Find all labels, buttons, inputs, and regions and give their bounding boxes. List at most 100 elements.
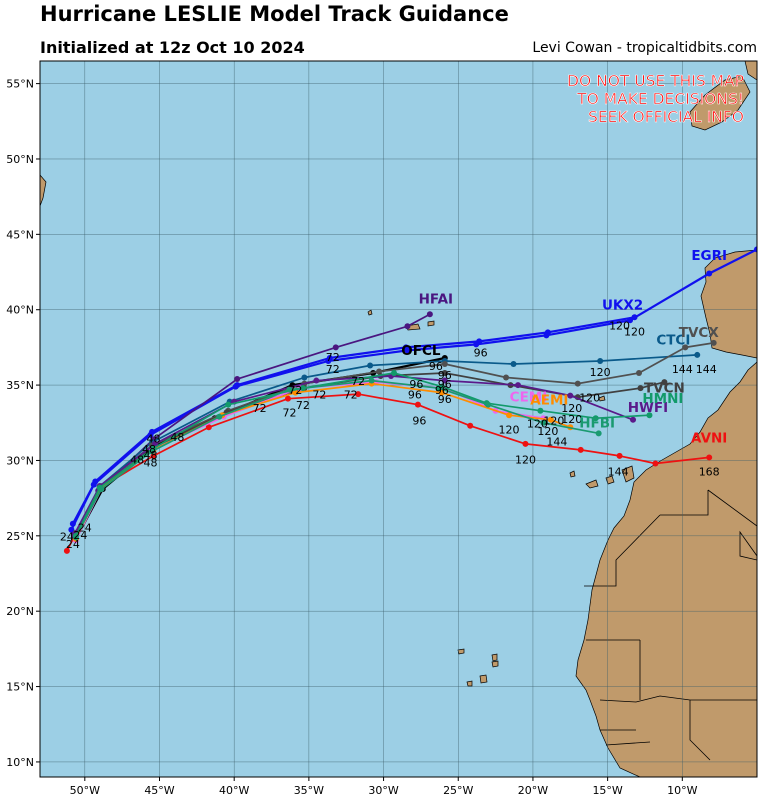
track-point-aemi (438, 389, 445, 396)
track-point-hwfi (313, 377, 320, 384)
track-point-tvcx (574, 380, 581, 387)
track-point-tvcx (710, 339, 717, 346)
hour-label: 24 (78, 521, 92, 534)
model-label-ofcl: OFCL (401, 343, 441, 359)
hour-label: 72 (326, 363, 340, 376)
hour-label: 120 (579, 392, 600, 405)
track-point-hfai (234, 376, 241, 383)
hour-label: 72 (296, 399, 310, 412)
hour-label: 120 (543, 414, 564, 427)
track-point-ctci (510, 360, 517, 367)
map-subtitle: Initialized at 12z Oct 10 2024 (40, 38, 305, 57)
plot-frame (39, 60, 758, 778)
canary-island (569, 470, 576, 478)
model-tracks (63, 246, 757, 554)
hour-label: 144 (546, 435, 567, 448)
track-point-aemi (292, 389, 299, 396)
graticule (40, 61, 757, 777)
track-point-tvcx (503, 374, 510, 381)
cape-verde-island (491, 660, 499, 668)
hour-label: 48 (170, 431, 184, 444)
canary-island (621, 465, 635, 483)
model-label-hfbi: HFBI (579, 415, 615, 431)
model-label-hfai: HFAI (419, 292, 453, 308)
hour-label: 120 (561, 413, 582, 426)
cape-verde-island (466, 680, 473, 687)
track-point-hwfi (441, 377, 448, 384)
hour-label: 72 (344, 389, 358, 402)
track-point-ctci (301, 374, 308, 381)
lat-tick-label: 40°N (6, 304, 34, 317)
hour-label: 96 (435, 384, 449, 397)
track-point-egri (627, 317, 634, 324)
hour-label: 168 (699, 466, 720, 479)
lon-tick-label: 25°W (443, 784, 473, 797)
cape-verde-island (457, 648, 465, 655)
track-point-hfbi (286, 386, 293, 393)
lat-tick-label: 25°N (6, 530, 34, 543)
track-point-egri (543, 332, 550, 339)
track-point-egri (706, 270, 713, 277)
track-point-avni (205, 424, 212, 431)
track-point-tvcn (441, 370, 448, 377)
hour-label: 144 (608, 466, 629, 479)
hour-label: 96 (438, 369, 452, 382)
lon-tick-label: 35°W (294, 784, 324, 797)
track-point-tvcn (637, 385, 644, 392)
track-point-hfbi (368, 377, 375, 384)
azores-island (367, 309, 373, 316)
track-point-tvcx (441, 360, 448, 367)
track-point-avni (467, 422, 474, 429)
track-point-egri (232, 383, 239, 390)
lat-tick-label: 45°N (6, 228, 34, 241)
hour-label: 48 (144, 449, 158, 462)
track-point-hwfi (515, 382, 521, 389)
track-point-egri (325, 357, 332, 364)
lon-tick-label: 20°W (518, 784, 548, 797)
track-point-hfbi (540, 419, 547, 426)
track-point-hfbi (485, 401, 492, 408)
lat-tick-label: 50°N (6, 153, 34, 166)
warning-line-1: DO NOT USE THIS MAP (567, 72, 744, 90)
hour-label: 120 (527, 417, 548, 430)
model-label-ctci: CTCI (656, 332, 690, 348)
track-ctci (75, 354, 698, 537)
model-label-ukx2: UKX2 (602, 298, 643, 314)
hour-label: 96 (438, 393, 452, 406)
track-point-egri (147, 431, 154, 438)
track-point-avni (355, 391, 362, 398)
lon-tick-label: 45°W (144, 784, 174, 797)
track-point-hfbi (72, 534, 79, 541)
track-hwfi (73, 375, 634, 535)
hour-label: 24 (66, 538, 80, 551)
track-point-avni (706, 454, 713, 461)
track-point-egri (90, 481, 97, 488)
track-point-egri (754, 246, 757, 253)
track-point-avni (150, 452, 157, 459)
track-point-avni (414, 401, 421, 408)
model-label-hmni: HMNI (642, 391, 683, 407)
hour-label: 48 (142, 443, 156, 456)
model-label-egri: EGRI (691, 248, 727, 264)
hour-label: 96 (412, 414, 426, 427)
track-point-hmni (646, 412, 653, 419)
lat-tick-label: 20°N (6, 605, 34, 618)
track-point-avni (522, 440, 529, 447)
lon-tick-label: 15°W (592, 784, 622, 797)
track-point-egri (473, 341, 480, 348)
warning-line-2: TO MAKE DECISIONS! (576, 90, 744, 108)
hour-label: 72 (253, 402, 267, 415)
hour-label: 144 (672, 363, 693, 376)
lat-tick-label: 30°N (6, 454, 34, 467)
hour-label: 96 (429, 360, 443, 373)
track-point-tvcx (682, 344, 689, 351)
track-point-hfai (332, 344, 339, 351)
iberia-landmass (700, 249, 757, 359)
azores-island (427, 320, 435, 327)
ireland-landmass (689, 75, 751, 131)
model-label-cemi: CEMI (510, 390, 548, 406)
track-point-aemi (547, 416, 554, 423)
track-point-avni (577, 446, 584, 453)
